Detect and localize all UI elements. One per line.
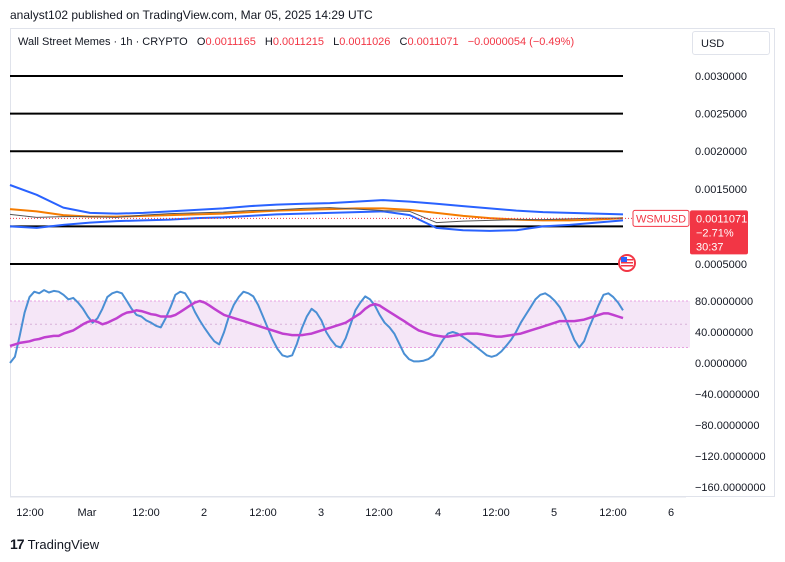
oscillator-tick-label: −40.0000000 bbox=[695, 389, 760, 401]
oscillator-tick-label: 80.0000000 bbox=[695, 296, 753, 308]
price-tag: WSMUSD 0.0011071 −2.71% 30:37 bbox=[10, 209, 748, 255]
price-tag-box bbox=[690, 210, 748, 255]
price-tick-label: 0.0005000 bbox=[695, 259, 747, 271]
open-value: 0.0011165 bbox=[205, 36, 256, 48]
oscillator-tick-label: −120.0000000 bbox=[695, 451, 766, 463]
price-line bbox=[9, 207, 623, 224]
close-value: 0.0011071 bbox=[407, 36, 459, 48]
oscillator-tick-label: 0.0000000 bbox=[695, 358, 747, 370]
time-tick-label: Mar bbox=[78, 507, 97, 519]
price-tag-value: 0.0011071 bbox=[696, 213, 747, 225]
time-tick-label: 12:00 bbox=[16, 507, 44, 519]
price-tag-countdown: 30:37 bbox=[696, 241, 724, 253]
oscillator-tick-label: −160.0000000 bbox=[695, 482, 766, 494]
price-tag-change: −2.71% bbox=[696, 227, 734, 239]
change-value: −0.0000054 (−0.49%) bbox=[467, 36, 575, 48]
symbol-tag-label: WSMUSD bbox=[636, 213, 686, 225]
close-label: C bbox=[399, 36, 408, 48]
footer: 17 TradingView bbox=[10, 536, 99, 552]
time-tick-label: 12:00 bbox=[132, 507, 160, 519]
oscillator-tick-label: 40.0000000 bbox=[695, 327, 753, 339]
low-value: 0.0011026 bbox=[339, 36, 391, 48]
time-tick-label: 12:00 bbox=[249, 507, 277, 519]
symbol-tag-box bbox=[632, 209, 690, 227]
price-tick-label: 0.0015000 bbox=[695, 184, 747, 196]
footer-brand[interactable]: TradingView bbox=[27, 536, 100, 552]
bollinger-upper-line bbox=[9, 184, 624, 216]
symbol-label: Wall Street Memes · 1h · CRYPTO bbox=[18, 36, 188, 48]
high-value: 0.0011215 bbox=[272, 36, 325, 48]
time-tick-label: 12:00 bbox=[599, 507, 627, 519]
time-tick-label: 5 bbox=[551, 507, 557, 519]
price-tick-label: 0.0025000 bbox=[695, 109, 747, 121]
publish-info: analyst102 published on TradingView.com,… bbox=[10, 8, 373, 22]
time-tick-label: 2 bbox=[201, 507, 207, 519]
time-tick-label: 12:00 bbox=[365, 507, 393, 519]
time-tick-label: 6 bbox=[668, 507, 674, 519]
stochastic-k-line bbox=[9, 289, 624, 364]
open-label: O bbox=[196, 36, 206, 48]
price-tick-label: 0.0030000 bbox=[695, 71, 747, 83]
currency-selector[interactable]: USD bbox=[692, 31, 770, 55]
bollinger-lower-line bbox=[9, 210, 624, 232]
price-tick-label: 0.0020000 bbox=[695, 146, 747, 158]
tradingview-logo-icon[interactable]: 17 bbox=[10, 536, 25, 552]
time-tick-label: 4 bbox=[435, 507, 441, 519]
low-label: L bbox=[333, 36, 340, 48]
stochastic-d-line bbox=[9, 299, 624, 348]
time-tick-label: 12:00 bbox=[482, 507, 510, 519]
time-tick-label: 3 bbox=[318, 507, 324, 519]
chart-legend: Wall Street Memes · 1h · CRYPTO O0.00111… bbox=[18, 36, 580, 48]
oscillator-tick-label: −80.0000000 bbox=[695, 420, 760, 432]
flag-icon bbox=[618, 254, 636, 272]
high-label: H bbox=[264, 36, 273, 48]
